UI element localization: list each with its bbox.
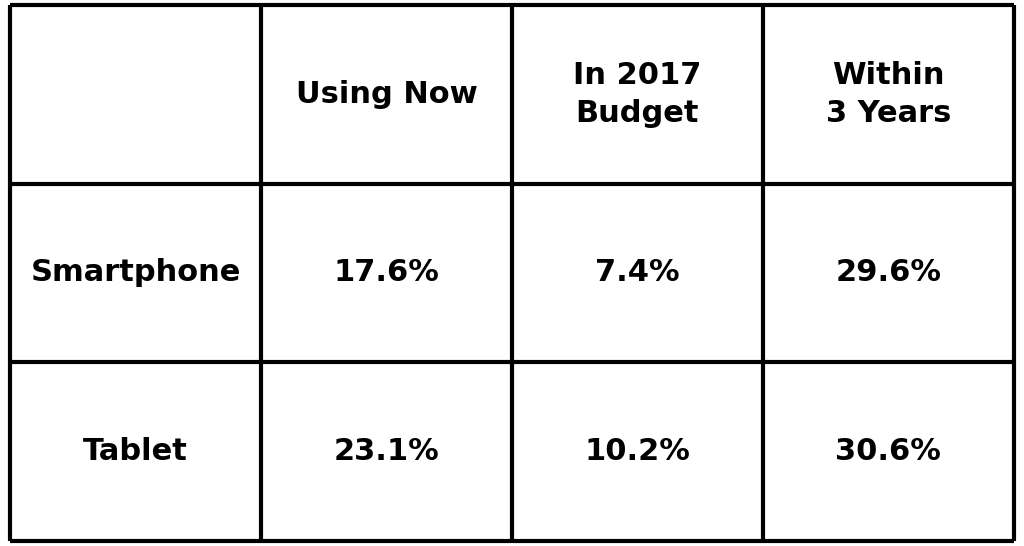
Text: Smartphone: Smartphone [31, 258, 241, 287]
Text: 17.6%: 17.6% [334, 258, 439, 287]
Text: 23.1%: 23.1% [334, 437, 439, 466]
Text: 30.6%: 30.6% [836, 437, 941, 466]
Text: In 2017
Budget: In 2017 Budget [573, 61, 701, 128]
Text: 10.2%: 10.2% [585, 437, 690, 466]
Text: 7.4%: 7.4% [595, 258, 680, 287]
Text: Within
3 Years: Within 3 Years [825, 61, 951, 128]
Text: Tablet: Tablet [83, 437, 188, 466]
Text: 29.6%: 29.6% [836, 258, 941, 287]
Text: Using Now: Using Now [296, 80, 477, 109]
